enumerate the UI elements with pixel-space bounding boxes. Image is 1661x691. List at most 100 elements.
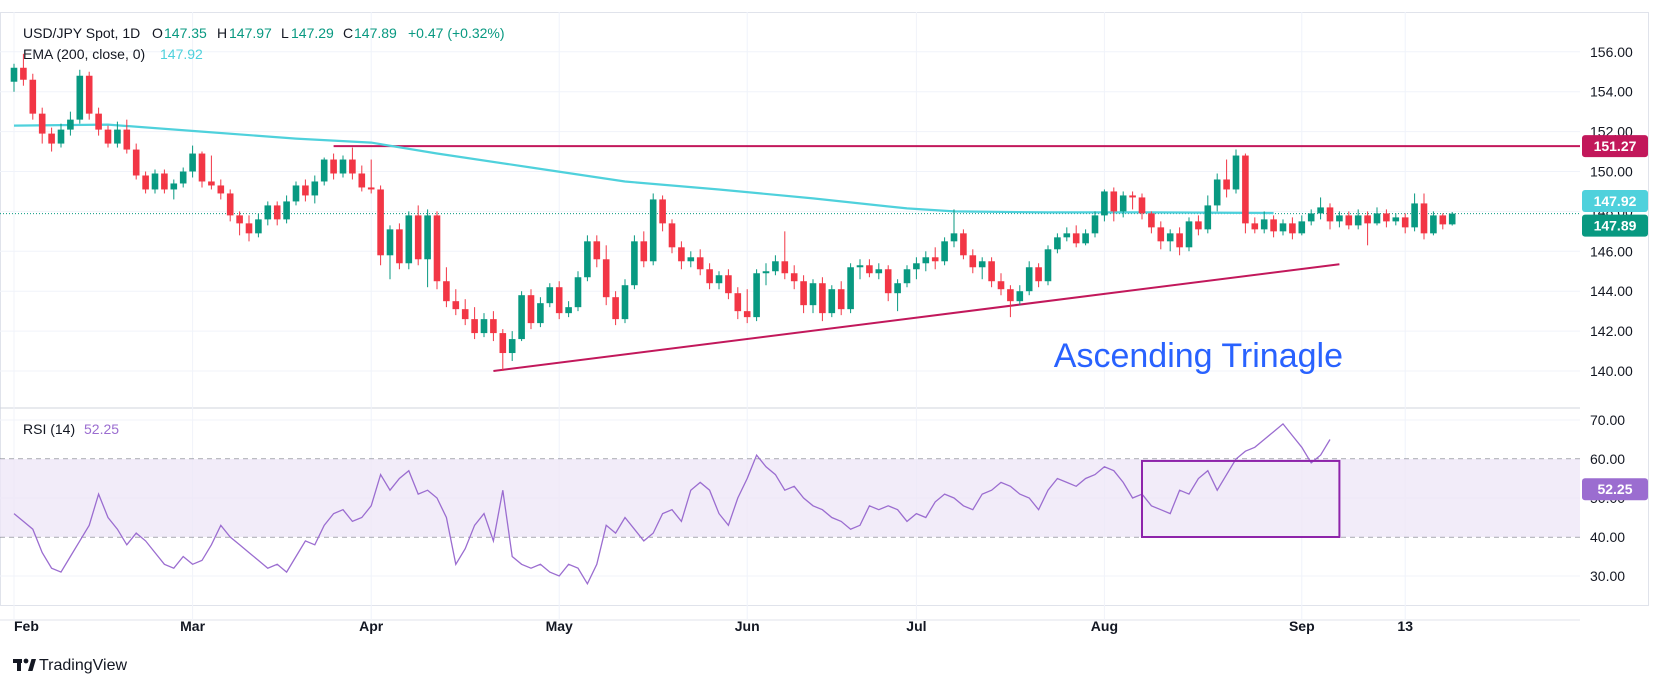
rsi-tick-label: 40.00 (1590, 529, 1625, 545)
candle-bullish (1016, 291, 1024, 302)
candle-bullish (264, 205, 272, 220)
candle-bearish (1148, 213, 1155, 228)
price-tick-label: 154.00 (1590, 84, 1633, 100)
candle-bearish (1289, 223, 1296, 234)
candle-bearish (29, 79, 37, 114)
candle-bearish (1326, 207, 1334, 222)
rsi-tick-label: 60.00 (1590, 451, 1625, 467)
candle-bearish (349, 159, 356, 174)
candle-bullish (1025, 267, 1033, 292)
candle-bearish (236, 215, 243, 224)
price-tag-ema-label: 147.92 (1594, 193, 1637, 209)
candle-bullish (913, 263, 920, 270)
candle-bullish (1392, 217, 1400, 222)
rsi-band-fill (0, 459, 1580, 537)
candle-bullish (1204, 205, 1212, 230)
candle-bearish (1007, 289, 1014, 302)
ascending-trendline (493, 263, 1340, 372)
time-tick-label: Apr (359, 618, 384, 634)
candle-bullish (922, 257, 930, 264)
candle-bullish (151, 173, 159, 190)
candle-bullish (847, 267, 854, 310)
candle-bullish (114, 129, 121, 144)
candle-bullish (179, 171, 187, 184)
ohlc-low-value: 147.29 (291, 25, 334, 41)
rsi-band (0, 459, 1580, 537)
candle-bullish (1091, 215, 1099, 234)
candle-bullish (1232, 155, 1240, 190)
candle-bearish (490, 319, 497, 334)
price-tick-label: 146.00 (1590, 243, 1633, 259)
candle-bearish (95, 113, 102, 130)
time-tick-label: 13 (1397, 618, 1413, 634)
candle-bullish (405, 215, 413, 264)
tradingview-logo[interactable]: TradingView (13, 657, 127, 674)
rsi-tag-last-bg (1582, 478, 1648, 501)
ohlc-close-label: C (343, 25, 353, 41)
price-tag-resistance-label: 151.27 (1594, 138, 1637, 154)
price-tags: 151.27 147.92 147.89 52.25 (1582, 135, 1648, 501)
candle-bullish (1279, 223, 1287, 232)
candle-bullish (1411, 203, 1418, 228)
candle-bearish (1195, 221, 1202, 230)
candle-bullish (1101, 191, 1108, 216)
price-tick-label: 144.00 (1590, 283, 1633, 299)
candle-bearish (960, 233, 967, 256)
candle-bullish (978, 261, 986, 268)
candle-bearish (217, 185, 225, 194)
candle-bearish (866, 265, 873, 274)
candle-bullish (687, 257, 695, 262)
candle-bullish (1185, 221, 1193, 248)
candle-bearish (273, 205, 281, 220)
candle-bullish (546, 287, 554, 304)
candle-bearish (123, 129, 131, 150)
candle-bullish (649, 199, 657, 262)
candle-bearish (414, 215, 422, 260)
candle-bullish (189, 153, 196, 172)
candle-bearish (1223, 179, 1230, 190)
candle-bullish (1298, 221, 1306, 234)
candle-bullish (57, 129, 65, 144)
candle-bullish (1260, 219, 1268, 230)
ohlc-high-label: H (217, 25, 227, 41)
ema-200-line (13, 123, 1274, 215)
candle-bearish (499, 333, 507, 354)
candle-bearish (931, 257, 939, 262)
candle-bearish (725, 275, 732, 294)
ema-legend-label: EMA (200, close, 0) (23, 46, 145, 62)
candle-bearish (734, 293, 742, 312)
candle-bearish (330, 159, 337, 174)
candle-bullish (950, 233, 958, 242)
price-tag-ema-bg (1582, 189, 1648, 212)
candle-bullish (1166, 233, 1174, 242)
ohlc-high-value: 147.97 (229, 25, 272, 41)
candle-bearish (884, 269, 892, 294)
candle-bullish (903, 269, 911, 284)
candle-bearish (527, 295, 535, 324)
candle-bullish (753, 273, 760, 318)
candlestick-series (10, 53, 1456, 371)
candle-bearish (800, 281, 807, 306)
candle-bearish (1129, 195, 1136, 198)
candle-bullish (518, 295, 525, 340)
rsi-tick-label: 70.00 (1590, 412, 1625, 428)
candle-bearish (85, 75, 93, 114)
candle-bullish (1063, 233, 1071, 238)
trendlines (0, 145, 1580, 372)
candle-bearish (48, 133, 55, 144)
candle-bearish (198, 153, 206, 182)
candle-bearish (1364, 215, 1371, 224)
candle-bullish (1213, 179, 1221, 206)
candle-bearish (142, 175, 149, 190)
ema-200-path (13, 123, 1274, 215)
candle-bearish (433, 215, 441, 282)
ohlc-close-value: 147.89 (354, 25, 397, 41)
time-tick-label: Jul (906, 618, 926, 634)
candle-bullish (1354, 215, 1362, 226)
candle-bearish (668, 223, 676, 248)
candle-bearish (1072, 233, 1080, 244)
candle-bearish (161, 173, 168, 190)
candle-bullish (311, 181, 319, 196)
